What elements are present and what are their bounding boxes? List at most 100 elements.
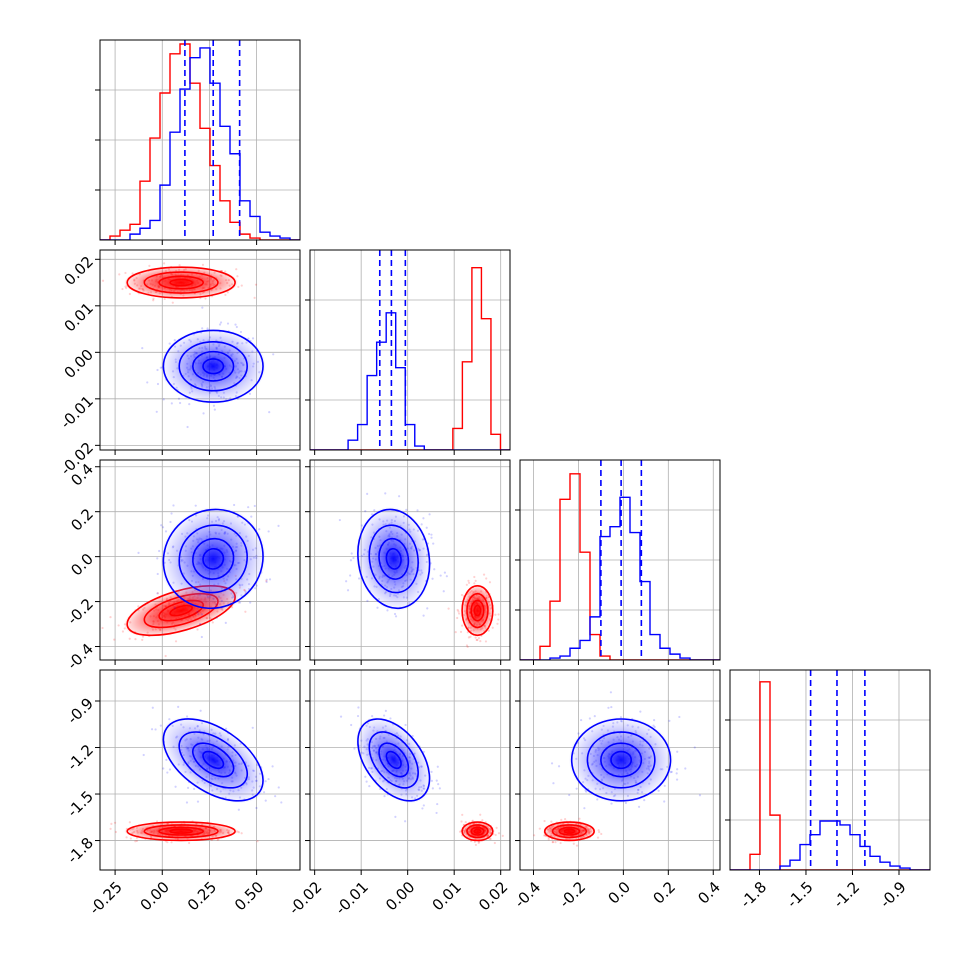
x-tick-label: -1.5 [783, 878, 816, 911]
scatter-point [125, 836, 128, 839]
scatter-point [117, 624, 120, 627]
scatter-point [178, 401, 182, 405]
scatter-point [547, 838, 550, 841]
scatter-point [479, 640, 482, 643]
scatter-point [240, 284, 243, 287]
scatter-point [551, 841, 554, 844]
scatter-point [109, 827, 112, 830]
contour-red-3 [169, 278, 193, 287]
scatter-point [170, 402, 173, 405]
y-tick-label: -1.5 [64, 787, 97, 820]
scatter-point [438, 787, 441, 790]
scatter-point [465, 644, 469, 647]
scatter-point [265, 578, 268, 581]
scatter-point [482, 573, 486, 576]
scatter-point [101, 279, 105, 282]
x-tick-label: -0.01 [332, 878, 372, 918]
scatter-point [265, 579, 268, 582]
scatter-point [430, 533, 433, 536]
panel-content [100, 670, 300, 870]
scatter-point [460, 820, 463, 823]
scatter-point [185, 715, 189, 718]
panel-2-2 [515, 459, 721, 665]
scatter-point [156, 592, 159, 595]
scatter-point [428, 513, 431, 516]
scatter-point [653, 719, 656, 722]
scatter-point [172, 504, 175, 507]
scatter-point [474, 579, 477, 582]
contour-blue-0 [357, 718, 431, 802]
scatter-point [200, 635, 203, 639]
contour-red-0 [461, 821, 494, 842]
scatter-point [267, 530, 270, 533]
scatter-point [349, 559, 353, 562]
scatter-point [393, 612, 397, 616]
scatter-point [156, 572, 159, 576]
panels-layer: -0.02-0.010.000.010.02-0.4-0.20.00.20.4-… [57, 39, 931, 918]
scatter-point [258, 528, 261, 531]
scatter-point [216, 838, 219, 841]
scatter-point [467, 579, 470, 582]
scatter-point [652, 724, 655, 727]
scatter-point [268, 411, 271, 414]
scatter-point [156, 592, 159, 595]
scatter-point [218, 323, 222, 326]
scatter-point [142, 753, 145, 757]
contour-red-1 [551, 824, 588, 839]
scatter-point [212, 404, 216, 407]
scatter-point [274, 795, 277, 798]
scatter-point [237, 285, 240, 289]
scatter-point [197, 613, 200, 616]
scatter-point [495, 826, 498, 829]
scatter-point [533, 834, 536, 837]
scatter-point [165, 758, 168, 761]
contour-blue-3 [202, 358, 225, 375]
scatter-point [477, 637, 481, 640]
scatter-point [345, 580, 348, 583]
contour-blue-2 [192, 742, 235, 778]
scatter-point [609, 691, 613, 694]
histogram-red-3 [730, 681, 930, 870]
scatter-point [583, 807, 586, 810]
scatter-point [550, 820, 553, 823]
scatter-point [125, 286, 128, 290]
panel-3-0: -0.25 0.00 0.25 0.50 -1.8 -1.5 -1.2 -0.9 [64, 669, 301, 918]
scatter-point [193, 787, 196, 791]
scatter-point [459, 630, 463, 634]
histogram-blue-2 [520, 496, 720, 660]
contour-blue-3 [385, 547, 402, 570]
scatter-point [501, 834, 504, 837]
scatter-point [435, 811, 438, 815]
scatter-point [676, 768, 679, 771]
scatter-point [350, 723, 353, 727]
scatter-point [170, 841, 173, 844]
scatter-point [168, 342, 171, 345]
panel-content [100, 250, 300, 450]
panel-1-1 [305, 249, 511, 455]
scatter-point [493, 841, 496, 845]
scatter-point [675, 778, 679, 781]
scatter-point [577, 732, 580, 735]
contour-blue-3 [610, 750, 633, 770]
x-tick-label: 0.25 [184, 878, 220, 914]
contour-blue-0 [570, 718, 672, 802]
scatter-point [485, 577, 488, 580]
scatter-point [610, 705, 613, 709]
scatter-point [376, 606, 379, 609]
scatter-point [477, 841, 480, 844]
y-tick-label: -1.2 [64, 741, 97, 774]
scatter-point [177, 397, 181, 400]
contour-blue-1 [368, 524, 419, 594]
scatter-point [352, 556, 355, 560]
scatter-point [456, 616, 459, 620]
scatter-point [177, 705, 180, 708]
scatter-point [114, 830, 117, 834]
scatter-point [364, 775, 367, 778]
scatter-point [559, 841, 562, 845]
scatter-point [357, 706, 360, 709]
scatter-point [204, 297, 207, 300]
scatter-point [465, 583, 468, 586]
scatter-point [360, 524, 363, 527]
y-tick-label: 0.0 [67, 550, 97, 580]
scatter-point [188, 403, 191, 406]
